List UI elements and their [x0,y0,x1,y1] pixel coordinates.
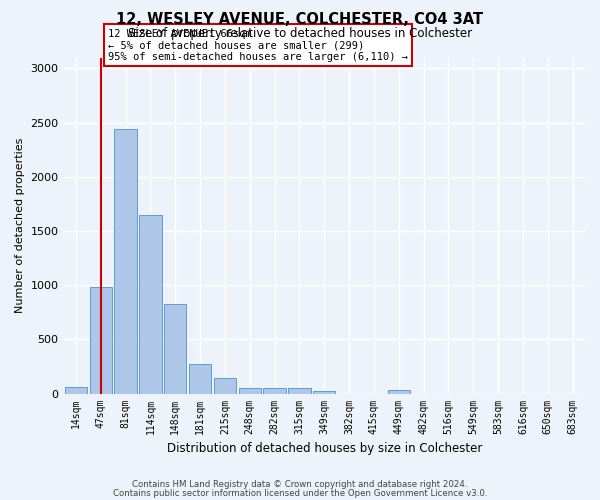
Bar [388,390,410,394]
Bar [164,304,187,394]
Bar [214,378,236,394]
Text: 12, WESLEY AVENUE, COLCHESTER, CO4 3AT: 12, WESLEY AVENUE, COLCHESTER, CO4 3AT [116,12,484,28]
X-axis label: Distribution of detached houses by size in Colchester: Distribution of detached houses by size … [167,442,482,455]
Text: Size of property relative to detached houses in Colchester: Size of property relative to detached ho… [128,28,472,40]
Text: 12 WESLEY AVENUE: 66sqm
← 5% of detached houses are smaller (299)
95% of semi-de: 12 WESLEY AVENUE: 66sqm ← 5% of detached… [108,28,408,62]
Y-axis label: Number of detached properties: Number of detached properties [15,138,25,313]
Bar [313,392,335,394]
Bar [189,364,211,394]
Bar [288,388,311,394]
Bar [139,214,161,394]
Bar [239,388,261,394]
Text: Contains public sector information licensed under the Open Government Licence v3: Contains public sector information licen… [113,488,487,498]
Bar [115,129,137,394]
Bar [65,387,87,394]
Text: Contains HM Land Registry data © Crown copyright and database right 2024.: Contains HM Land Registry data © Crown c… [132,480,468,489]
Bar [263,388,286,394]
Bar [89,288,112,394]
